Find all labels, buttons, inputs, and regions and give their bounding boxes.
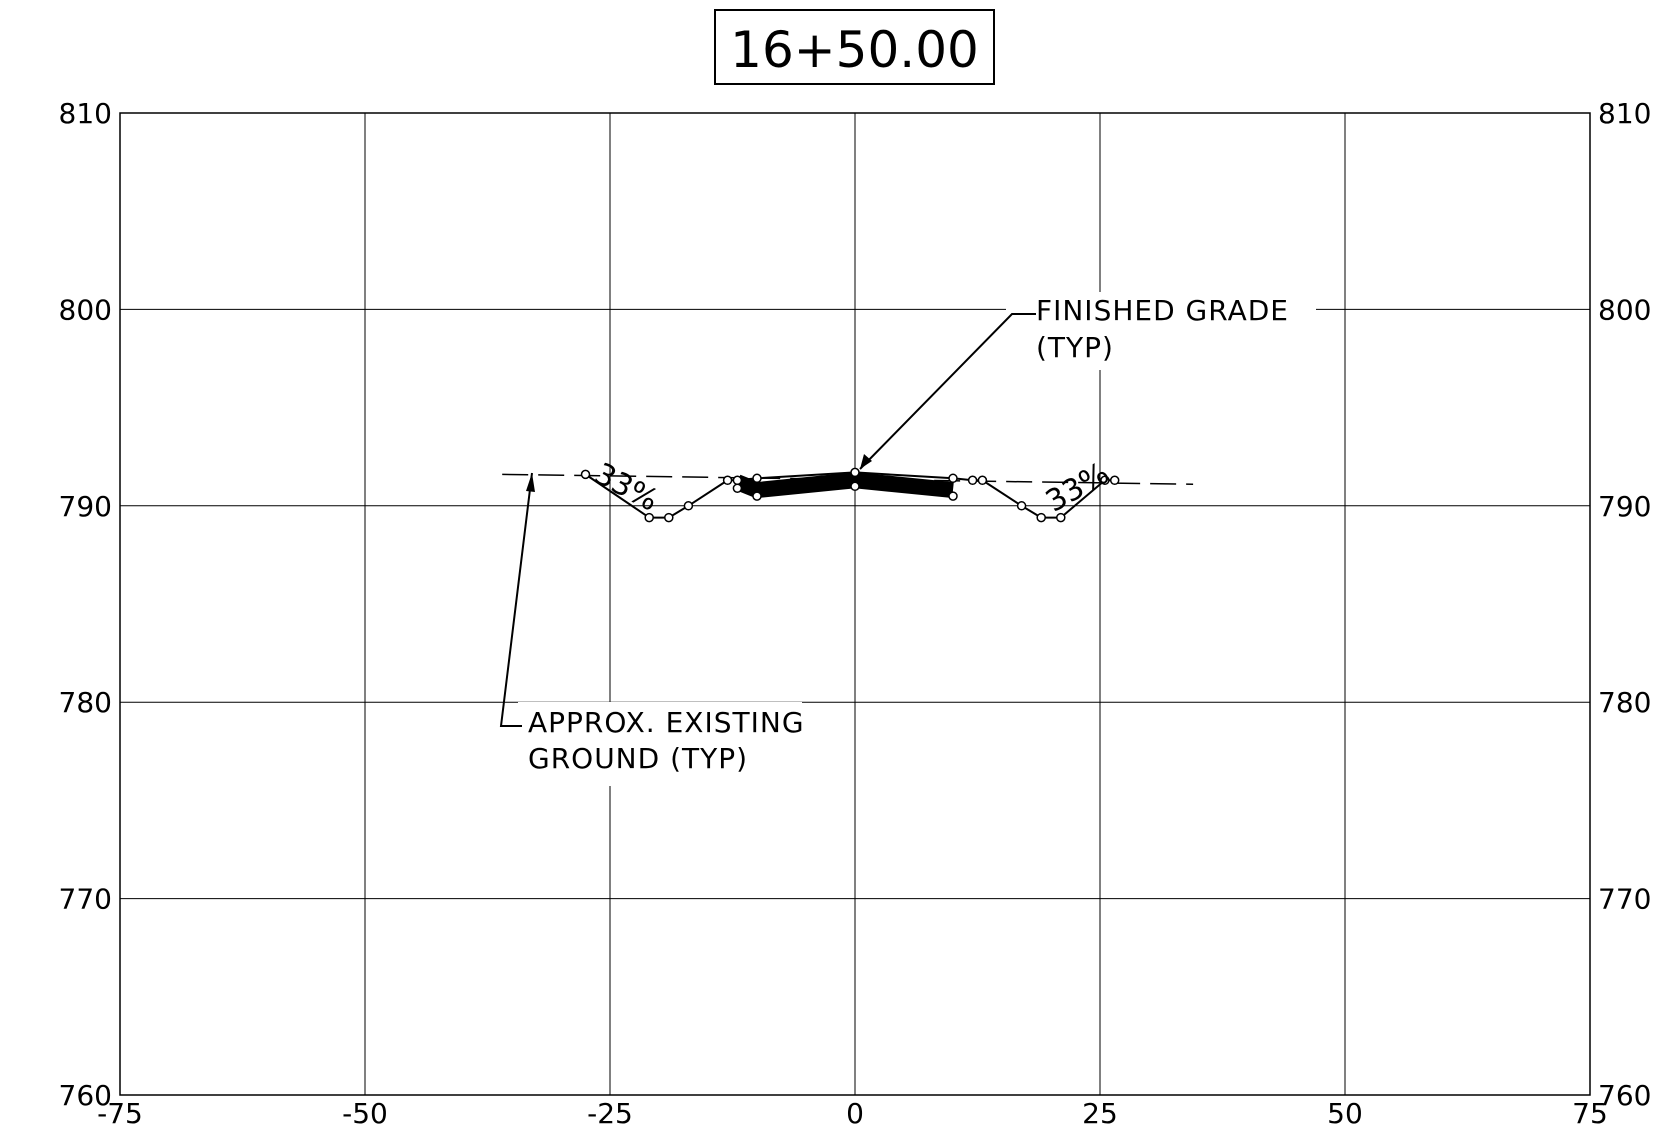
y-tick-label-right: 810 bbox=[1598, 97, 1651, 130]
y-tick-label-left: 800 bbox=[59, 293, 112, 326]
finished-grade-label-line2: (TYP) bbox=[1036, 331, 1114, 364]
profile-point bbox=[977, 475, 988, 486]
station-box bbox=[714, 9, 995, 85]
profile-point bbox=[580, 469, 591, 480]
existing-ground-leader: APPROX. EXISTING GROUND (TYP) bbox=[499, 472, 805, 786]
x-tick-label: 75 bbox=[1572, 1097, 1608, 1126]
pavement-point bbox=[850, 481, 860, 492]
finished-grade-label-line1: FINISHED GRADE bbox=[1036, 294, 1289, 327]
y-tick-label-right: 790 bbox=[1598, 490, 1651, 523]
existing-ground-label-line1: APPROX. EXISTING bbox=[528, 706, 805, 739]
y-tick-label-left: 780 bbox=[59, 686, 112, 719]
finished-grade-leader: FINISHED GRADE (TYP) bbox=[859, 292, 1316, 470]
station-label: 16+50.00 bbox=[730, 21, 979, 79]
x-tick-label: -25 bbox=[587, 1097, 633, 1126]
x-tick-label: 25 bbox=[1082, 1097, 1118, 1126]
grid bbox=[119, 112, 1591, 1096]
y-tick-label-right: 800 bbox=[1598, 293, 1651, 326]
y-tick-label-right: 770 bbox=[1598, 883, 1651, 916]
profile-point bbox=[732, 475, 743, 486]
profile-point bbox=[752, 473, 762, 484]
profile-point bbox=[644, 512, 654, 523]
x-tick-label: -50 bbox=[342, 1097, 388, 1126]
profile-point bbox=[1109, 475, 1120, 486]
profile-point bbox=[1056, 512, 1066, 523]
y-tick-label-left: 760 bbox=[59, 1079, 112, 1112]
pavement-point bbox=[948, 491, 958, 501]
series-pavement bbox=[734, 472, 954, 499]
y-tick-label-left: 810 bbox=[59, 97, 112, 130]
pavement-point bbox=[752, 491, 762, 501]
profile-point bbox=[850, 467, 860, 478]
slope-label: 33% bbox=[589, 456, 664, 518]
profile-point bbox=[722, 475, 733, 486]
y-tick-label-left: 790 bbox=[59, 490, 112, 523]
profile-point bbox=[948, 473, 958, 484]
x-tick-label: 50 bbox=[1327, 1097, 1363, 1126]
existing-ground-label-line2: GROUND (TYP) bbox=[528, 742, 748, 775]
profile-point bbox=[664, 512, 674, 523]
y-tick-label-left: 770 bbox=[59, 883, 112, 916]
profile-point bbox=[967, 475, 978, 486]
profile-point bbox=[683, 501, 694, 511]
pavement-point bbox=[732, 483, 743, 493]
profile-point bbox=[1036, 512, 1046, 523]
point-markers bbox=[580, 467, 1120, 523]
slope-label: 33% bbox=[1040, 456, 1115, 520]
profile-point bbox=[1016, 501, 1027, 511]
profile-point bbox=[1100, 475, 1110, 486]
x-tick-label: 0 bbox=[846, 1097, 864, 1126]
y-tick-label-right: 780 bbox=[1598, 686, 1651, 719]
y-tick-label-right: 760 bbox=[1598, 1079, 1651, 1112]
x-tick-label: -75 bbox=[97, 1097, 143, 1126]
profile-lines bbox=[502, 471, 1194, 519]
series-finished-grade-typ bbox=[584, 471, 1115, 519]
